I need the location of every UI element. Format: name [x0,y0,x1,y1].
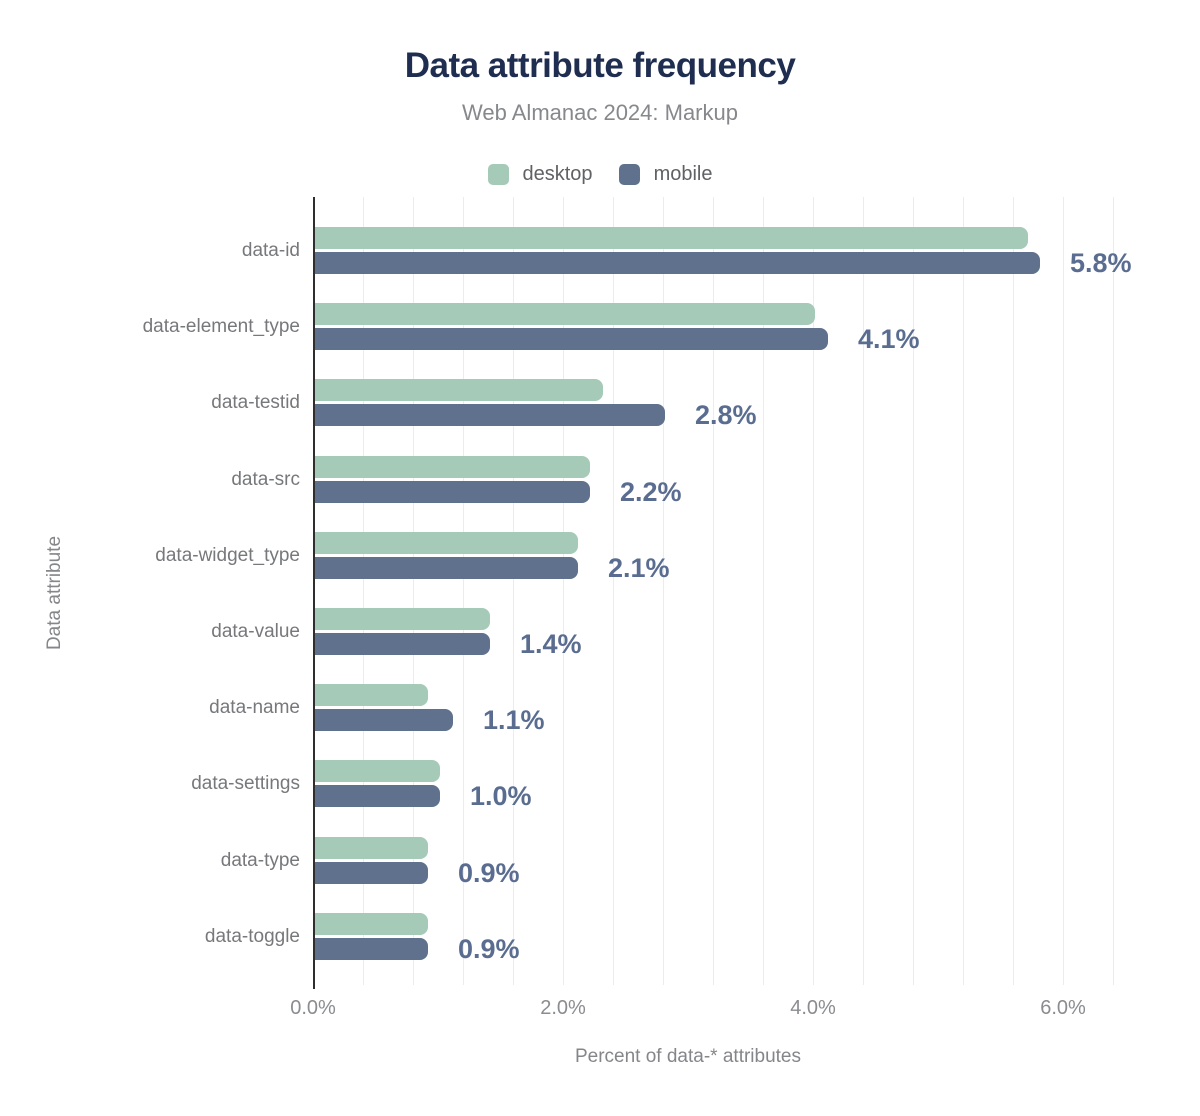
y-axis-line [313,197,315,989]
category-label: data-toggle [204,925,300,947]
bar-mobile[interactable] [315,937,428,960]
x-tick-label: 4.0% [790,997,836,1019]
bar-desktop[interactable] [315,227,1028,249]
bar-desktop[interactable] [315,684,428,707]
bar-desktop[interactable] [315,303,815,326]
bar-desktop[interactable] [315,455,590,478]
gridline [813,197,814,985]
bar-mobile[interactable] [315,785,440,808]
bar-mobile[interactable] [315,556,578,579]
bar-mobile[interactable] [315,404,665,427]
x-tick-label: 6.0% [1040,997,1086,1019]
gridline [663,197,664,985]
legend-label-desktop: desktop [522,163,593,185]
y-axis-title: Data attribute [44,535,65,651]
gridline [363,197,364,985]
bar-mobile[interactable] [315,328,828,351]
gridline [713,197,714,985]
bar-desktop[interactable] [315,836,428,859]
bar-mobile[interactable] [315,252,1040,274]
bar-mobile[interactable] [315,633,490,655]
gridline [563,197,564,985]
legend-swatch-mobile-icon [618,164,640,185]
bar-desktop[interactable] [315,379,603,402]
category-label: data-id [241,240,300,261]
value-label: 5.8% [1070,248,1132,278]
category-label: data-widget_type [155,544,300,566]
legend-swatch-desktop-icon [487,164,509,185]
legend-item-mobile[interactable]: mobile [618,163,713,186]
gridline [513,197,514,985]
bar-mobile[interactable] [315,861,428,884]
bar-mobile[interactable] [315,480,590,503]
x-tick-label: 2.0% [540,997,586,1019]
bar-desktop[interactable] [315,912,428,935]
value-label: 1.4% [520,629,582,659]
category-label: data-element_type [142,316,300,338]
gridline [463,197,464,985]
bar-desktop[interactable] [315,608,490,630]
legend-item-desktop[interactable]: desktop [487,163,593,186]
value-label: 0.9% [458,857,520,888]
gridline [413,197,414,985]
value-label: 2.8% [695,400,757,431]
gridline [963,197,964,985]
value-label: 4.1% [858,324,920,355]
gridline [1063,197,1064,985]
gridline [763,197,764,985]
gridline [1113,197,1114,985]
category-label: data-type [220,849,300,871]
value-label: 1.1% [483,705,545,736]
x-tick-label: 0.0% [290,997,336,1019]
value-label: 0.9% [458,933,520,964]
value-label: 2.2% [620,476,682,507]
category-label: data-src [231,468,300,490]
value-label: 2.1% [608,552,670,583]
chart-subtitle: Web Almanac 2024: Markup [462,100,738,125]
plot-area [313,197,1135,989]
gridline [863,197,864,985]
category-label: data-testid [211,392,300,414]
category-label: data-name [209,697,300,719]
value-label: 1.0% [470,781,532,812]
gridline [613,197,614,985]
legend: desktop mobile [0,163,1200,186]
bar-mobile[interactable] [315,709,453,732]
gridline [1013,197,1014,985]
bar-desktop[interactable] [315,760,440,783]
gridline [913,197,914,985]
category-label: data-settings [191,773,300,795]
legend-label-mobile: mobile [653,163,713,185]
x-axis-title: Percent of data-* attributes [574,1046,801,1067]
bar-desktop[interactable] [315,531,578,554]
chart-title: Data attribute frequency [404,46,796,85]
category-label: data-value [211,621,300,642]
